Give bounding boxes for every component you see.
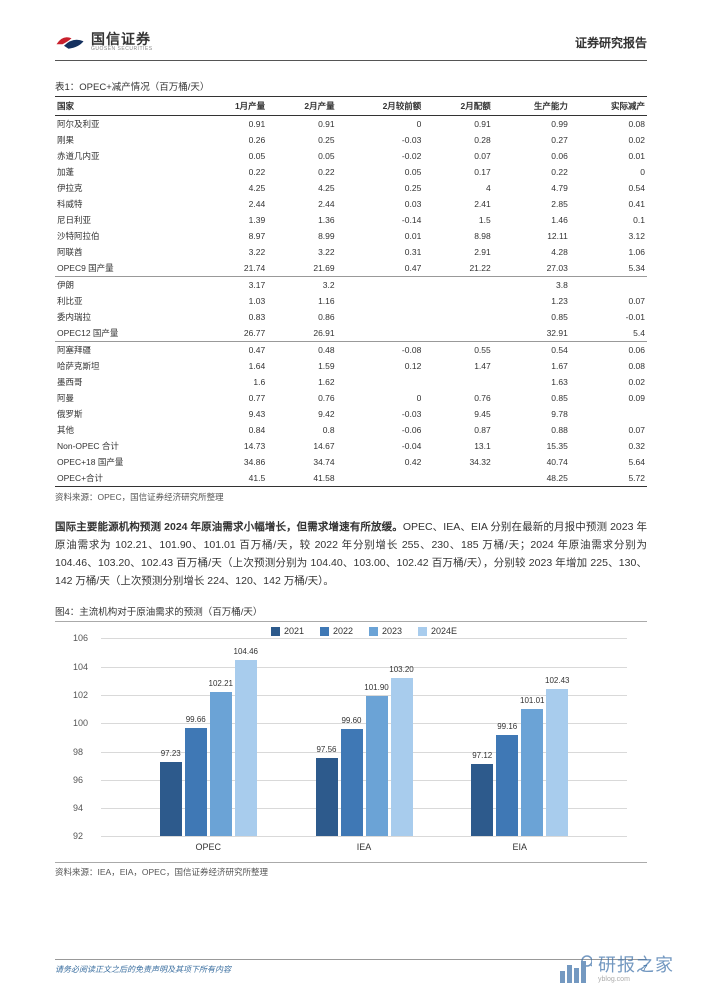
table-row: OPEC9 国产量21.7421.690.4721.2227.035.34 xyxy=(55,260,647,277)
y-tick-label: 92 xyxy=(73,831,83,841)
legend-swatch xyxy=(320,627,329,636)
guosen-logo-icon xyxy=(55,30,85,54)
table-row: OPEC+合计41.541.5848.255.72 xyxy=(55,470,647,487)
bar: 102.43 xyxy=(546,689,568,837)
table-source: 资料来源：OPEC，国信证券经济研究所整理 xyxy=(55,491,647,503)
table-row: 委内瑞拉0.830.860.85-0.01 xyxy=(55,309,647,325)
table-row: 科威特2.442.440.032.412.850.41 xyxy=(55,196,647,212)
table-row: 阿联酋3.223.220.312.914.281.06 xyxy=(55,244,647,260)
legend-item: 2022 xyxy=(320,626,353,636)
watermark-sub: yblog.com xyxy=(598,976,630,984)
page-header: 国信证券 GUOSEN SECURITIES 证券研究报告 xyxy=(55,30,647,61)
table-row: 俄罗斯9.439.42-0.039.459.78 xyxy=(55,406,647,422)
bar: 97.56 xyxy=(316,758,338,837)
table-row: 利比亚1.031.161.230.07 xyxy=(55,293,647,309)
y-tick-label: 100 xyxy=(73,718,88,728)
table-row: Non-OPEC 合计14.7314.67-0.0413.115.350.32 xyxy=(55,438,647,454)
demand-forecast-chart: 2021202220232024E 97.2399.66102.21104.46… xyxy=(55,628,647,858)
table-header-cell: 2月较前额 xyxy=(337,97,424,116)
logo-text-cn: 国信证券 xyxy=(91,32,153,47)
bar-value-label: 99.66 xyxy=(186,715,206,724)
bar: 101.01 xyxy=(521,709,543,836)
table-row: 伊朗3.173.23.8 xyxy=(55,277,647,294)
table-row: OPEC12 国产量26.7726.9132.915.4 xyxy=(55,325,647,342)
table-header-cell: 国家 xyxy=(55,97,198,116)
paragraph-bold: 国际主要能源机构预测 2024 年原油需求小幅增长，但需求增速有所放缓。 xyxy=(55,521,403,533)
table-header-cell: 2月产量 xyxy=(267,97,336,116)
watermark-text: 研报之家 xyxy=(598,956,674,976)
bar-value-label: 101.01 xyxy=(520,696,544,705)
table-row: 阿曼0.770.7600.760.850.09 xyxy=(55,390,647,406)
bar: 97.23 xyxy=(160,762,182,836)
y-tick-label: 94 xyxy=(73,803,83,813)
bar-group: 97.1299.16101.01102.43EIA xyxy=(471,689,568,837)
bar-group: 97.5699.60101.90103.20IEA xyxy=(316,678,413,836)
watermark-icon xyxy=(558,955,592,985)
logo-text-en: GUOSEN SECURITIES xyxy=(91,47,153,53)
y-tick-label: 102 xyxy=(73,690,88,700)
bar-value-label: 103.20 xyxy=(389,665,413,674)
bar: 99.60 xyxy=(341,729,363,836)
bar-value-label: 99.16 xyxy=(497,722,517,731)
y-tick-label: 96 xyxy=(73,775,83,785)
table-row: 刚果0.260.25-0.030.280.270.02 xyxy=(55,132,647,148)
legend-swatch xyxy=(271,627,280,636)
table-row: 加蓬0.220.220.050.170.220 xyxy=(55,164,647,180)
bar: 101.90 xyxy=(366,696,388,836)
table-header-cell: 实际减产 xyxy=(570,97,647,116)
table-row: 赤道几内亚0.050.05-0.020.070.060.01 xyxy=(55,148,647,164)
legend-item: 2024E xyxy=(418,626,457,636)
table-row: 墨西哥1.61.621.630.02 xyxy=(55,374,647,390)
table-title: 表1：OPEC+减产情况（百万桶/天） xyxy=(55,79,647,93)
gridline xyxy=(101,836,627,837)
chart-source: 资料来源：IEA，EIA，OPEC，国信证券经济研究所整理 xyxy=(55,862,647,878)
table-header-cell: 2月配额 xyxy=(423,97,492,116)
x-axis-label: OPEC xyxy=(195,842,221,852)
bar: 97.12 xyxy=(471,764,493,836)
x-axis-label: EIA xyxy=(512,842,527,852)
table-row: OPEC+18 国产量34.8634.740.4234.3240.745.64 xyxy=(55,454,647,470)
legend-item: 2023 xyxy=(369,626,402,636)
legend-swatch xyxy=(418,627,427,636)
y-tick-label: 104 xyxy=(73,662,88,672)
bar: 99.66 xyxy=(185,728,207,836)
disclaimer: 请务必阅读正文之后的免责声明及其项下所有内容 xyxy=(55,964,231,975)
logo: 国信证券 GUOSEN SECURITIES xyxy=(55,30,153,54)
bar-group: 97.2399.66102.21104.46OPEC xyxy=(160,660,257,836)
bar-value-label: 101.90 xyxy=(364,683,388,692)
report-type: 证券研究报告 xyxy=(575,34,647,51)
bar-value-label: 97.12 xyxy=(472,751,492,760)
watermark: 研报之家 yblog.com xyxy=(558,955,674,985)
bar-value-label: 102.21 xyxy=(209,679,233,688)
y-tick-label: 106 xyxy=(73,633,88,643)
bar: 103.20 xyxy=(391,678,413,836)
table-row: 阿尔及利亚0.910.9100.910.990.08 xyxy=(55,116,647,133)
legend-item: 2021 xyxy=(271,626,304,636)
bar-value-label: 99.60 xyxy=(341,716,361,725)
bar: 104.46 xyxy=(235,660,257,836)
bar: 102.21 xyxy=(210,692,232,836)
table-row: 其他0.840.8-0.060.870.880.07 xyxy=(55,422,647,438)
bar-value-label: 102.43 xyxy=(545,676,569,685)
table-row: 伊拉克4.254.250.2544.790.54 xyxy=(55,180,647,196)
legend-swatch xyxy=(369,627,378,636)
body-paragraph: 国际主要能源机构预测 2024 年原油需求小幅增长，但需求增速有所放缓。OPEC… xyxy=(55,519,647,590)
table-row: 尼日利亚1.391.36-0.141.51.460.1 xyxy=(55,212,647,228)
y-tick-label: 98 xyxy=(73,747,83,757)
x-axis-label: IEA xyxy=(357,842,372,852)
opec-table: 国家1月产量2月产量2月较前额2月配额生产能力实际减产 阿尔及利亚0.910.9… xyxy=(55,96,647,487)
table-header-cell: 生产能力 xyxy=(493,97,570,116)
table-header-cell: 1月产量 xyxy=(198,97,267,116)
bar-value-label: 104.46 xyxy=(234,647,258,656)
chart-title: 图4：主流机构对于原油需求的预测（百万桶/天） xyxy=(55,604,647,622)
bar-value-label: 97.56 xyxy=(316,745,336,754)
table-row: 哈萨克斯坦1.641.590.121.471.670.08 xyxy=(55,358,647,374)
bar-value-label: 97.23 xyxy=(161,749,181,758)
chart-legend: 2021 2022 2023 2024E xyxy=(101,626,627,636)
table-row: 阿塞拜疆0.470.48-0.080.550.540.06 xyxy=(55,342,647,359)
bar: 99.16 xyxy=(496,735,518,836)
table-row: 沙特阿拉伯8.978.990.018.9812.113.12 xyxy=(55,228,647,244)
